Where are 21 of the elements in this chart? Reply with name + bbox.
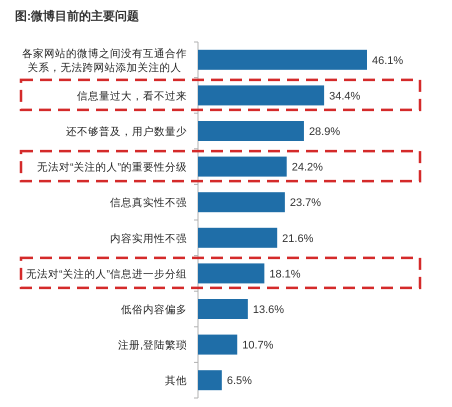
data-label: 13.6% <box>252 304 284 316</box>
data-label: 28.9% <box>308 126 340 138</box>
category-label: 低俗内容偏多 <box>121 304 187 316</box>
data-label: 46.1% <box>372 54 404 67</box>
data-label: 10.7% <box>242 340 274 352</box>
category-label: 信息真实性不强 <box>110 197 187 210</box>
title: 图:微博目前的主要问题 <box>15 9 139 23</box>
data-label: 21.6% <box>282 232 314 245</box>
data-label: 24.2% <box>292 162 323 174</box>
category-label: 还不够普及，用户数量少 <box>66 126 187 138</box>
data-label: 18.1% <box>269 268 301 280</box>
category-label: 其他 <box>165 375 187 388</box>
category-label: 信息量过大，看不过来 <box>77 90 187 102</box>
category-label: 注册,登陆繁琐 <box>118 340 187 352</box>
category-label: 无法对“关注的人”的重要性分级 <box>37 162 187 174</box>
data-label: 6.5% <box>226 375 252 388</box>
category-label: 各家网站的微博之间没有互通合作关系，无法跨网站添加关注的人 <box>22 48 187 74</box>
data-label: 23.7% <box>290 197 322 210</box>
data-label: 34.4% <box>329 90 360 102</box>
category-label: 无法对“关注的人”信息进一步分组 <box>26 268 187 280</box>
category-label: 内容实用性不强 <box>110 232 187 245</box>
